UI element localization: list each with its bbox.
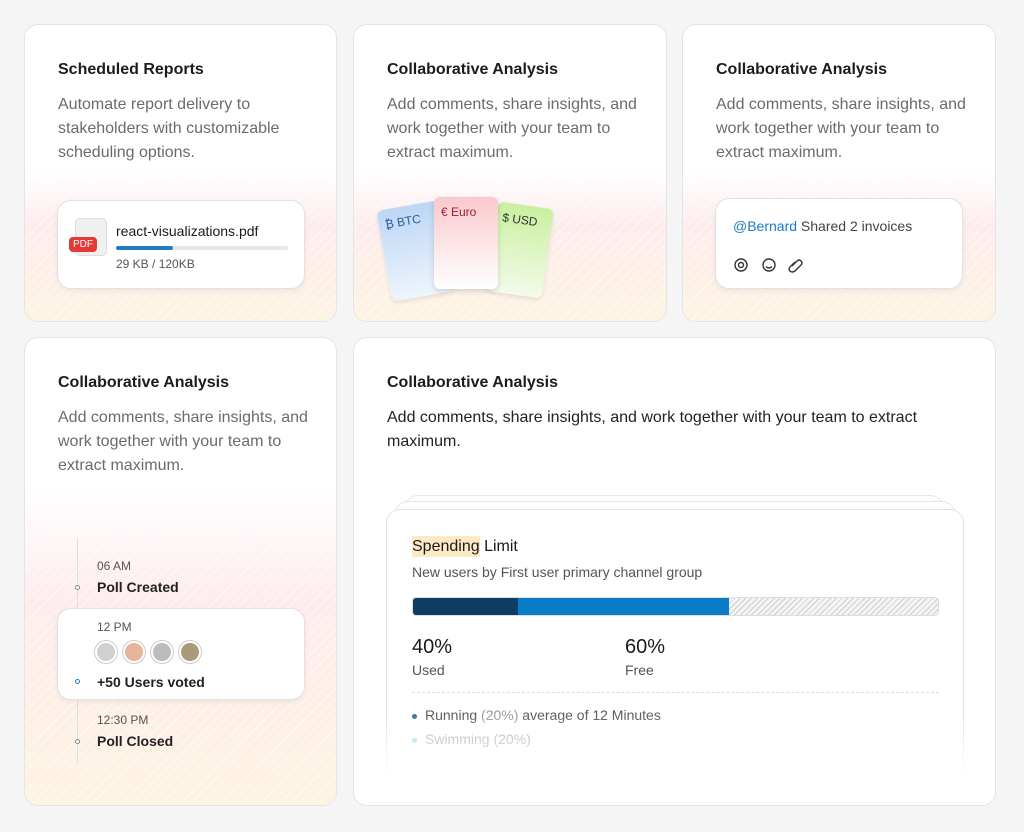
file-size: 29 KB / 120KB: [116, 257, 195, 271]
mention: @Bernard: [733, 218, 798, 234]
invoice: € Euro: [434, 197, 498, 289]
comment-actions: [734, 258, 803, 273]
progress-fill: [116, 246, 173, 250]
comment-box: @Bernard Shared 2 invoices: [715, 198, 963, 289]
card: Collaborative Analysis Add comments, sha…: [353, 337, 996, 806]
card-description: Add comments, share insights, and work t…: [387, 409, 918, 450]
card-description: Automate report delivery to stakeholders…: [58, 96, 280, 161]
card-title: Collaborative Analysis: [387, 374, 559, 391]
timeline-time: 06 AM: [97, 559, 132, 573]
stat-value: 60%: [625, 636, 666, 658]
usage-bar: [412, 597, 939, 616]
timeline-box: 12 PM +50 Users voted: [57, 608, 305, 700]
highlight: Spending: [412, 536, 480, 557]
segment: [413, 598, 518, 615]
item-name: Swimming: [425, 731, 490, 747]
card-description: Add comments, share insights, and work t…: [716, 96, 966, 161]
widget-title: Spending Limit: [412, 536, 518, 557]
stat-label: Free: [625, 662, 654, 678]
item-pct: (20%): [493, 731, 531, 747]
dot: [75, 585, 80, 590]
dot: [75, 739, 80, 744]
card: Collaborative Analysis Add comments, sha…: [24, 337, 337, 806]
progress-track: [116, 246, 288, 250]
widget-title-text: Limit: [484, 538, 518, 555]
stat-label: Used: [412, 662, 445, 678]
avatar: [123, 641, 145, 663]
card-title: Collaborative Analysis: [716, 61, 888, 78]
widget: Spending Limit New users by First user p…: [386, 509, 964, 779]
card: Collaborative Analysis Add comments, sha…: [353, 24, 667, 322]
legend-item: Swimming (20%): [412, 731, 531, 747]
widget-subtitle: New users by First user primary channel …: [412, 564, 703, 580]
segment: [518, 598, 729, 615]
item-pct: (20%): [481, 707, 519, 723]
comment: @Bernard Shared 2 invoices: [733, 218, 912, 234]
card-description: Add comments, share insights, and work t…: [58, 409, 308, 474]
card: Scheduled Reports Automate report delive…: [24, 24, 337, 322]
avatars: [95, 641, 201, 663]
timeline-label: Poll Created: [97, 579, 179, 595]
item-note: average of 12 Minutes: [522, 707, 661, 723]
timeline-time: 12:30 PM: [97, 713, 149, 727]
stat-value: 40%: [412, 636, 453, 658]
card-description: Add comments, share insights, and work t…: [387, 96, 637, 161]
timeline-label: Poll Closed: [97, 733, 174, 749]
timeline-label: +50 Users voted: [97, 674, 205, 690]
avatar: [151, 641, 173, 663]
divider: [412, 692, 939, 693]
avatar: [95, 641, 117, 663]
item-name: Running: [425, 707, 478, 723]
file-badge: PDF: [69, 237, 97, 252]
file-card: PDF react-visualizations.pdf 29 KB / 120…: [57, 200, 305, 289]
card-title: Collaborative Analysis: [387, 61, 559, 78]
card-title: Scheduled Reports: [58, 61, 204, 78]
card: Collaborative Analysis Add comments, sha…: [682, 24, 996, 322]
timeline-time: 12 PM: [97, 620, 132, 634]
file-name: react-visualizations.pdf: [116, 223, 259, 239]
comment-text: Shared 2 invoices: [800, 218, 913, 234]
dot: [75, 679, 80, 684]
avatar: [179, 641, 201, 663]
legend-item: Running (20%) average of 12 Minutes: [412, 707, 661, 723]
card-title: Collaborative Analysis: [58, 374, 230, 391]
